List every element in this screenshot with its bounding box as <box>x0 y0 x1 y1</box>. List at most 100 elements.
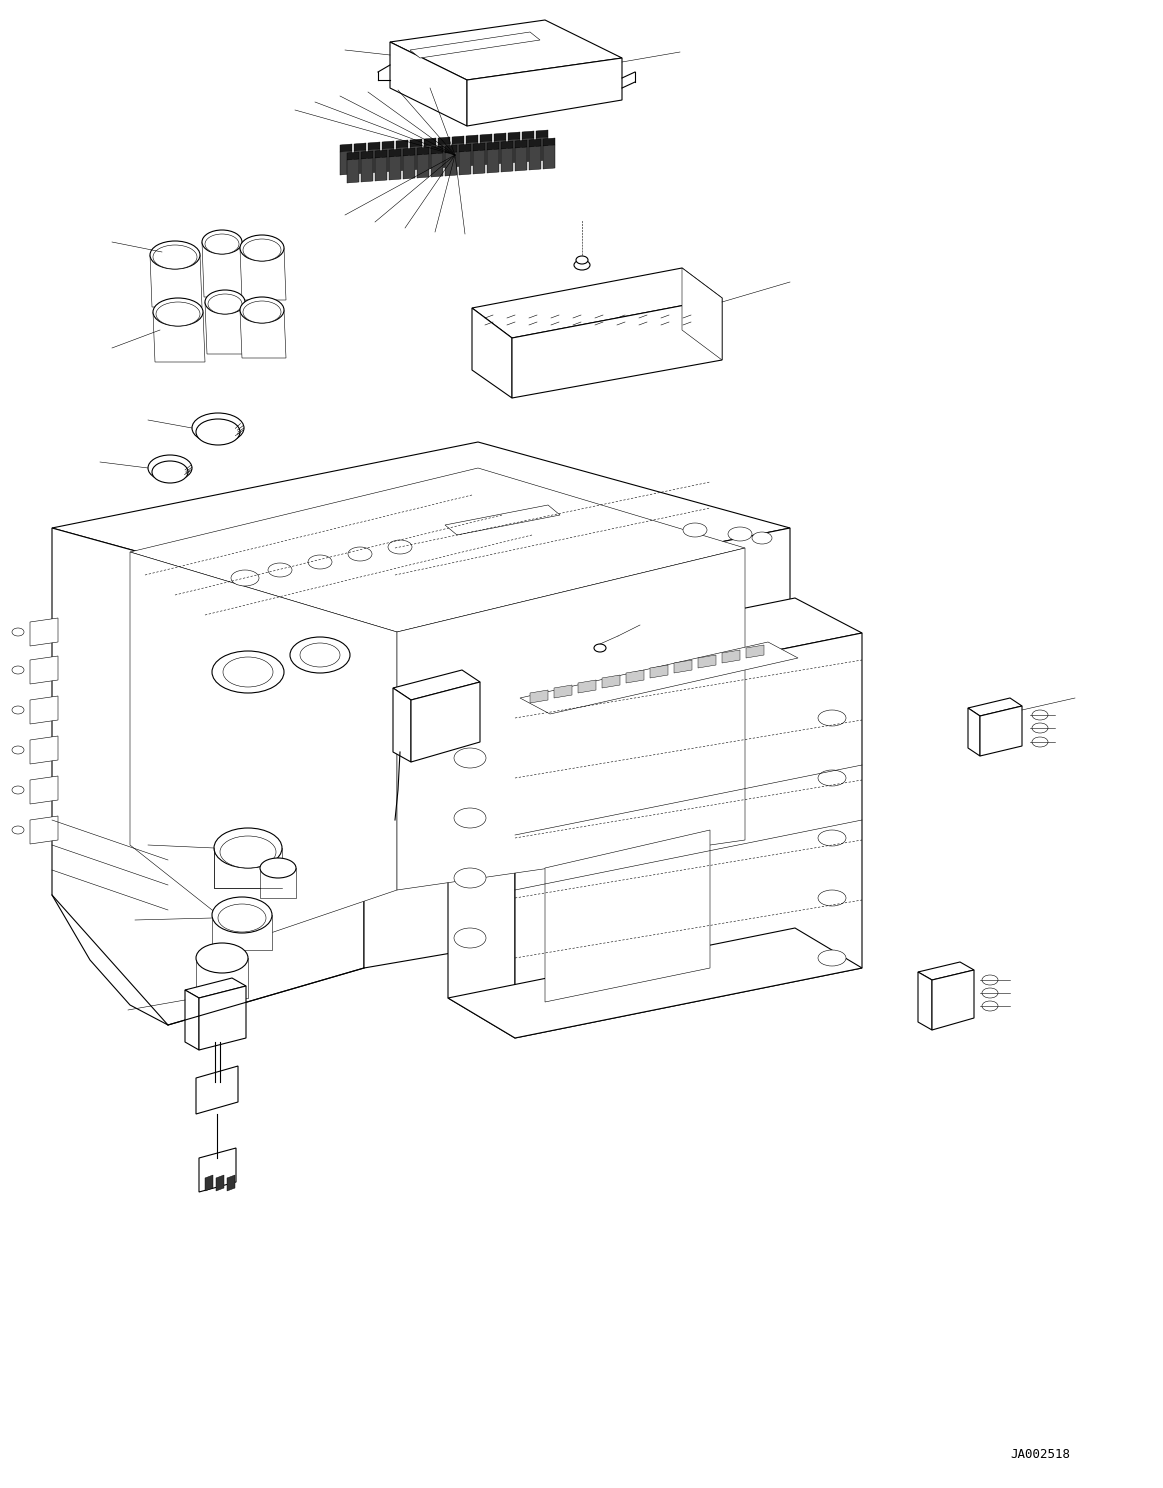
Polygon shape <box>445 152 457 176</box>
Ellipse shape <box>1032 737 1048 747</box>
Polygon shape <box>411 682 480 762</box>
Ellipse shape <box>818 710 846 726</box>
Polygon shape <box>216 1176 224 1190</box>
Ellipse shape <box>388 540 412 554</box>
Polygon shape <box>529 146 541 170</box>
Ellipse shape <box>982 988 998 998</box>
Ellipse shape <box>12 826 24 833</box>
Polygon shape <box>452 143 464 167</box>
Ellipse shape <box>12 667 24 674</box>
Ellipse shape <box>12 745 24 754</box>
Ellipse shape <box>818 949 846 966</box>
Polygon shape <box>480 134 492 141</box>
Ellipse shape <box>728 527 752 542</box>
Polygon shape <box>468 58 622 126</box>
Ellipse shape <box>576 256 588 263</box>
Polygon shape <box>745 644 764 658</box>
Polygon shape <box>340 144 352 152</box>
Ellipse shape <box>212 897 272 933</box>
Polygon shape <box>494 132 506 141</box>
Ellipse shape <box>208 295 242 314</box>
Polygon shape <box>515 140 527 147</box>
Polygon shape <box>393 687 411 762</box>
Polygon shape <box>520 641 798 714</box>
Polygon shape <box>438 144 450 168</box>
Polygon shape <box>404 155 415 179</box>
Ellipse shape <box>223 658 273 687</box>
Polygon shape <box>411 146 422 170</box>
Ellipse shape <box>454 929 486 948</box>
Polygon shape <box>130 469 745 632</box>
Polygon shape <box>515 632 862 1039</box>
Polygon shape <box>214 848 281 888</box>
Polygon shape <box>466 141 478 167</box>
Polygon shape <box>199 1149 236 1192</box>
Polygon shape <box>390 42 468 126</box>
Polygon shape <box>411 33 540 58</box>
Ellipse shape <box>212 652 284 693</box>
Polygon shape <box>30 777 58 804</box>
Polygon shape <box>452 135 464 144</box>
Polygon shape <box>390 19 622 80</box>
Ellipse shape <box>454 808 486 827</box>
Text: JA002518: JA002518 <box>1009 1448 1070 1461</box>
Ellipse shape <box>150 241 200 269</box>
Polygon shape <box>354 150 366 174</box>
Polygon shape <box>445 144 457 153</box>
Ellipse shape <box>197 420 240 445</box>
Polygon shape <box>431 146 443 153</box>
Polygon shape <box>404 147 415 156</box>
Polygon shape <box>536 129 548 138</box>
Polygon shape <box>626 670 644 683</box>
Polygon shape <box>197 958 248 998</box>
Polygon shape <box>487 141 499 150</box>
Polygon shape <box>473 143 485 150</box>
Polygon shape <box>501 141 513 149</box>
Polygon shape <box>459 150 471 176</box>
Polygon shape <box>466 135 478 143</box>
Polygon shape <box>602 676 620 687</box>
Ellipse shape <box>982 975 998 985</box>
Ellipse shape <box>243 301 281 323</box>
Polygon shape <box>202 243 244 298</box>
Polygon shape <box>448 668 515 1039</box>
Polygon shape <box>968 698 1022 716</box>
Polygon shape <box>185 990 199 1051</box>
Polygon shape <box>368 141 380 150</box>
Polygon shape <box>438 137 450 144</box>
Polygon shape <box>487 149 499 173</box>
Polygon shape <box>261 868 297 897</box>
Ellipse shape <box>214 827 281 868</box>
Polygon shape <box>536 137 548 161</box>
Ellipse shape <box>197 943 248 973</box>
Polygon shape <box>722 650 740 664</box>
Polygon shape <box>154 312 205 362</box>
Ellipse shape <box>982 1001 998 1010</box>
Polygon shape <box>675 661 692 673</box>
Polygon shape <box>472 308 512 397</box>
Polygon shape <box>508 138 520 164</box>
Ellipse shape <box>156 302 200 326</box>
Ellipse shape <box>261 859 297 878</box>
Ellipse shape <box>1032 723 1048 734</box>
Ellipse shape <box>148 455 192 481</box>
Polygon shape <box>424 138 436 146</box>
Polygon shape <box>347 152 359 161</box>
Ellipse shape <box>752 533 772 545</box>
Polygon shape <box>515 147 527 171</box>
Ellipse shape <box>454 868 486 888</box>
Polygon shape <box>424 144 436 170</box>
Ellipse shape <box>152 461 188 484</box>
Polygon shape <box>529 138 541 147</box>
Polygon shape <box>397 548 745 890</box>
Polygon shape <box>554 684 572 698</box>
Polygon shape <box>388 156 401 180</box>
Polygon shape <box>473 150 485 174</box>
Ellipse shape <box>818 769 846 786</box>
Polygon shape <box>459 144 471 152</box>
Polygon shape <box>361 150 373 159</box>
Ellipse shape <box>205 290 245 314</box>
Polygon shape <box>30 696 58 725</box>
Polygon shape <box>411 138 422 147</box>
Polygon shape <box>578 680 595 693</box>
